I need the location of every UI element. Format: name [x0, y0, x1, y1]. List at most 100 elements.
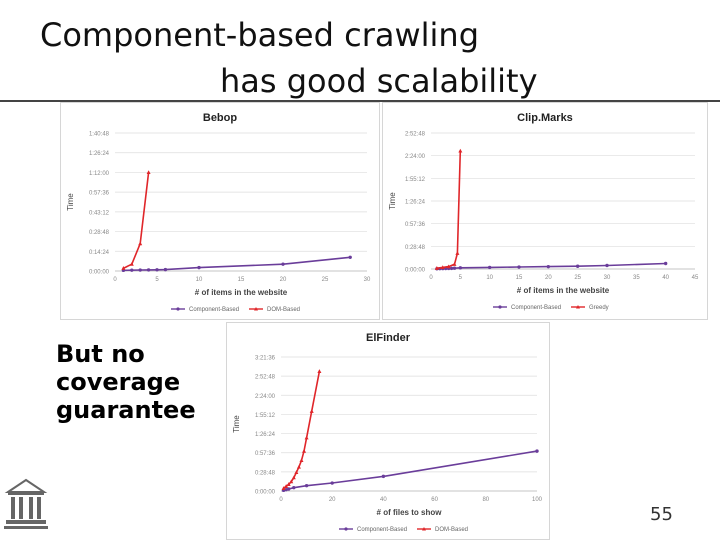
bebop-series-component-point: [163, 267, 168, 272]
elfinder-y-tick-label: 0:00:00: [255, 490, 276, 496]
clipmarks-y-tick-label: 1:26:24: [405, 200, 426, 206]
caption-line-2: coverage: [56, 368, 181, 396]
elfinder-legend-marker-component: [344, 527, 348, 531]
elfinder-series-dom-point: [317, 369, 322, 373]
clipmarks-chart-panel: Clip.Marks 0:00:00 0:28:48 0:57:36 1:26:24 1:…: [382, 102, 708, 320]
clipmarks-series-component-point: [458, 266, 463, 270]
elfinder-series-dom-point: [296, 464, 301, 469]
bebop-legend-label-component: Component-Based: [189, 307, 239, 313]
clipmarks-x-tick-label: 10: [486, 275, 493, 281]
clipmarks-series-component-point: [575, 264, 580, 268]
elfinder-series-dom-point: [294, 470, 299, 474]
clipmarks-legend-label-dom: Greedy: [589, 305, 609, 311]
clipmarks-legend-marker-dom: [576, 305, 580, 309]
bebop-y-tick-label: 1:12:00: [89, 171, 110, 177]
clipmarks-y-tick-label: 2:24:00: [405, 154, 426, 160]
bebop-x-tick-label: 0: [113, 277, 117, 283]
elfinder-series-dom-point: [289, 479, 294, 484]
bebop-series-dom-point: [121, 266, 126, 270]
bebop-legend-label-dom: DOM-Based: [267, 307, 300, 313]
elfinder-x-tick-label: 0: [279, 497, 283, 503]
slide-title-line-1: Component-based crawling: [40, 16, 479, 54]
bebop-series-component-point: [197, 265, 201, 270]
elfinder-y-tick-label: 2:24:00: [255, 394, 276, 400]
page-number: 55: [650, 504, 673, 525]
clipmarks-x-tick-label: 25: [574, 275, 581, 281]
clipmarks-y-tick-label: 0:28:48: [405, 245, 426, 251]
clipmarks-series-component-point: [663, 261, 668, 266]
clipmarks-series-component-point: [487, 265, 492, 270]
elfinder-x-tick-label: 40: [380, 497, 387, 503]
clipmarks-y-tick-label: 2:52:48: [405, 132, 426, 138]
elfinder-series-component-point: [304, 483, 309, 488]
clipmarks-legend-label-component: Component-Based: [511, 305, 561, 311]
clipmarks-series-dom-point: [434, 266, 439, 270]
bebop-x-axis-title: # of items in the website: [195, 288, 288, 297]
elfinder-series-dom-point: [281, 486, 286, 490]
bebop-y-tick-label: 0:00:00: [89, 270, 110, 276]
bebop-y-axis-title: Time: [66, 193, 75, 211]
clipmarks-series-component-point: [452, 266, 457, 270]
caption-line-1: But no: [56, 340, 145, 368]
elfinder-y-tick-label: 2:52:48: [255, 375, 276, 381]
elfinder-legend-label-component: Component-Based: [357, 527, 407, 533]
elfinder-series-dom-point: [284, 484, 289, 488]
clipmarks-legend-marker-component: [498, 305, 502, 309]
elfinder-chart: ElFinder 0:00:00 0:28:48 0:57:36 1:26:24 1:55…: [232, 332, 543, 533]
elfinder-y-tick-label: 1:26:24: [255, 432, 276, 438]
elfinder-chart-title: ElFinder: [366, 332, 411, 344]
bebop-y-tick-label: 0:14:24: [89, 250, 110, 256]
bebop-series-component-point: [130, 268, 134, 272]
clipmarks-series-component-point: [546, 264, 551, 269]
elfinder-legend-marker-dom: [422, 527, 426, 531]
elfinder-series-component-point: [284, 487, 288, 492]
clipmarks-x-tick-label: 15: [516, 275, 523, 281]
clipmarks-x-tick-label: 0: [429, 275, 433, 281]
bebop-series-dom-line: [123, 172, 150, 270]
bebop-series-component-point: [348, 255, 352, 260]
bebop-x-tick-label: 15: [238, 277, 245, 283]
clipmarks-x-tick-label: 20: [545, 275, 552, 281]
elfinder-y-tick-label: 3:21:36: [255, 356, 276, 362]
bebop-y-tick-label: 1:26:24: [89, 151, 110, 157]
coverage-caption: But no coverage guarantee: [56, 340, 196, 424]
bebop-series-dom-point: [129, 261, 134, 266]
elfinder-series-component-point: [535, 449, 539, 453]
clipmarks-x-tick-label: 35: [633, 275, 640, 281]
slide-title-line-2: has good scalability: [220, 62, 538, 100]
clipmarks-y-axis-title: Time: [388, 192, 397, 210]
bebop-chart-panel: Bebop 0:00:00 0:14:24 0:28:48 0:43:12 0:57:36…: [60, 102, 380, 320]
bebop-series-dom-point: [146, 170, 151, 175]
bebop-x-tick-label: 30: [364, 277, 371, 283]
elfinder-y-axis-title: Time: [232, 415, 241, 433]
bebop-series-component-point: [155, 268, 159, 272]
elfinder-y-tick-label: 0:57:36: [255, 451, 276, 457]
clipmarks-series-component-point: [605, 263, 609, 268]
elfinder-series-component-point: [292, 485, 296, 490]
elfinder-series-dom-point: [299, 458, 304, 463]
bebop-x-tick-label: 10: [196, 277, 203, 283]
slide-title: Component-based crawling has good scalab…: [40, 12, 538, 104]
elfinder-x-tick-label: 80: [482, 497, 489, 503]
elfinder-series-dom-line: [283, 371, 321, 489]
clipmarks-series-dom-point: [440, 265, 445, 270]
clipmarks-series-component-point: [517, 265, 521, 269]
bebop-x-tick-label: 5: [155, 277, 159, 283]
bebop-y-tick-label: 0:57:36: [89, 191, 110, 197]
elfinder-x-tick-label: 20: [329, 497, 336, 503]
clipmarks-series-dom-line: [436, 150, 462, 269]
clipmarks-x-tick-label: 30: [604, 275, 611, 281]
clipmarks-x-tick-label: 40: [662, 275, 669, 281]
title-divider: [0, 100, 720, 102]
bebop-series-component-point: [281, 262, 285, 266]
elfinder-series-dom-point: [309, 409, 314, 413]
clipmarks-x-tick-label: 45: [692, 275, 699, 281]
bebop-chart-title: Bebop: [203, 112, 238, 124]
elfinder-series-component-point: [330, 481, 334, 485]
elfinder-series-dom-point: [291, 475, 296, 480]
bebop-y-tick-label: 0:28:48: [89, 230, 110, 236]
elfinder-y-tick-label: 0:28:48: [255, 470, 276, 476]
elfinder-x-tick-label: 100: [532, 497, 543, 503]
bebop-y-tick-label: 0:43:12: [89, 210, 110, 216]
bebop-chart: Bebop 0:00:00 0:14:24 0:28:48 0:43:12 0:57:36…: [66, 112, 371, 313]
